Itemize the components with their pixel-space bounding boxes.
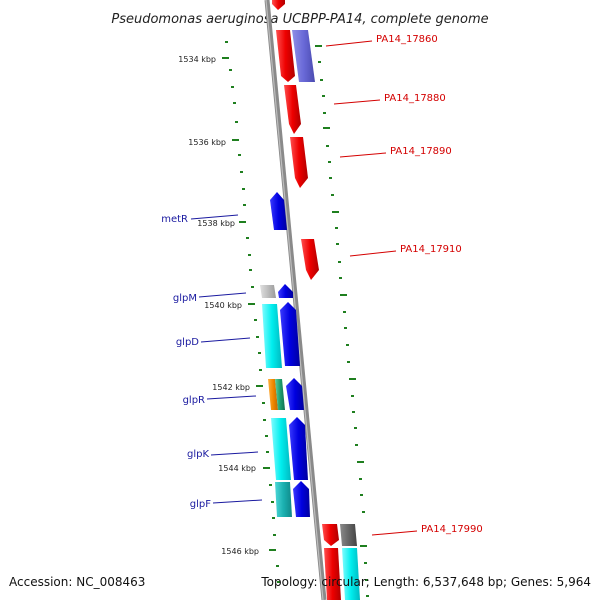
- gene-feature[interactable]: [276, 30, 295, 82]
- gene-feature[interactable]: [289, 417, 308, 480]
- gene-feature[interactable]: [280, 302, 300, 366]
- gene-label[interactable]: PA14_17890: [390, 146, 452, 157]
- gene-label[interactable]: PA14_17880: [384, 93, 446, 104]
- gene-feature[interactable]: [275, 482, 292, 517]
- gene-feature[interactable]: [290, 137, 308, 188]
- gene-label[interactable]: metR: [161, 214, 188, 225]
- gene-feature[interactable]: [284, 85, 301, 134]
- tick-track-left: [222, 41, 280, 583]
- gene-label[interactable]: glpF: [190, 499, 211, 510]
- gene-label[interactable]: PA14_17860: [376, 34, 438, 45]
- summary-text: Topology: circular; Length: 6,537,648 bp…: [260, 575, 591, 589]
- gene-feature[interactable]: [278, 284, 293, 298]
- gene-labels-left: metR glpM glpD glpR glpK glpF: [161, 214, 211, 510]
- gene-label[interactable]: glpK: [187, 449, 209, 460]
- kbp-label: 1540 kbp: [204, 301, 242, 310]
- gene-feature[interactable]: [262, 304, 282, 368]
- gene-feature[interactable]: [301, 239, 319, 280]
- gene-feature[interactable]: [342, 548, 360, 600]
- tick-track-right: [315, 45, 369, 597]
- kbp-labels: 1534 kbp 1536 kbp 1538 kbp 1540 kbp 1542…: [178, 55, 259, 556]
- gene-feature[interactable]: [292, 30, 315, 82]
- kbp-label: 1536 kbp: [188, 138, 226, 147]
- genome-backbone: [264, 0, 327, 600]
- gene-feature[interactable]: [271, 418, 291, 480]
- accession-text: Accession: NC_008463: [9, 575, 145, 589]
- leader-lines-left: [190, 214, 263, 504]
- gene-feature[interactable]: [286, 378, 304, 410]
- gene-feature[interactable]: [260, 285, 276, 298]
- gene-label[interactable]: glpR: [183, 395, 205, 406]
- kbp-label: 1546 kbp: [221, 547, 259, 556]
- gene-feature[interactable]: [268, 379, 278, 410]
- gene-label[interactable]: PA14_17990: [421, 524, 483, 535]
- gene-feature[interactable]: [324, 548, 341, 600]
- gene-feature[interactable]: [340, 524, 357, 546]
- leader-lines-right: [325, 40, 418, 536]
- kbp-label: 1544 kbp: [218, 464, 256, 473]
- gene-feature[interactable]: [293, 481, 310, 517]
- kbp-label: 1538 kbp: [197, 219, 235, 228]
- gene-label[interactable]: PA14_17910: [400, 244, 462, 255]
- kbp-label: 1534 kbp: [178, 55, 216, 64]
- gene-labels-right: PA14_17860 PA14_17880 PA14_17890 PA14_17…: [376, 34, 483, 535]
- gene-feature[interactable]: [272, 0, 285, 10]
- gene-feature[interactable]: [322, 524, 339, 546]
- gene-feature[interactable]: [270, 192, 287, 230]
- kbp-label: 1542 kbp: [212, 383, 250, 392]
- gene-label[interactable]: glpM: [173, 293, 197, 304]
- gene-feature[interactable]: [275, 379, 285, 410]
- gene-label[interactable]: glpD: [176, 337, 199, 348]
- map-title: Pseudomonas aeruginosa UCBPP-PA14, compl…: [111, 12, 488, 27]
